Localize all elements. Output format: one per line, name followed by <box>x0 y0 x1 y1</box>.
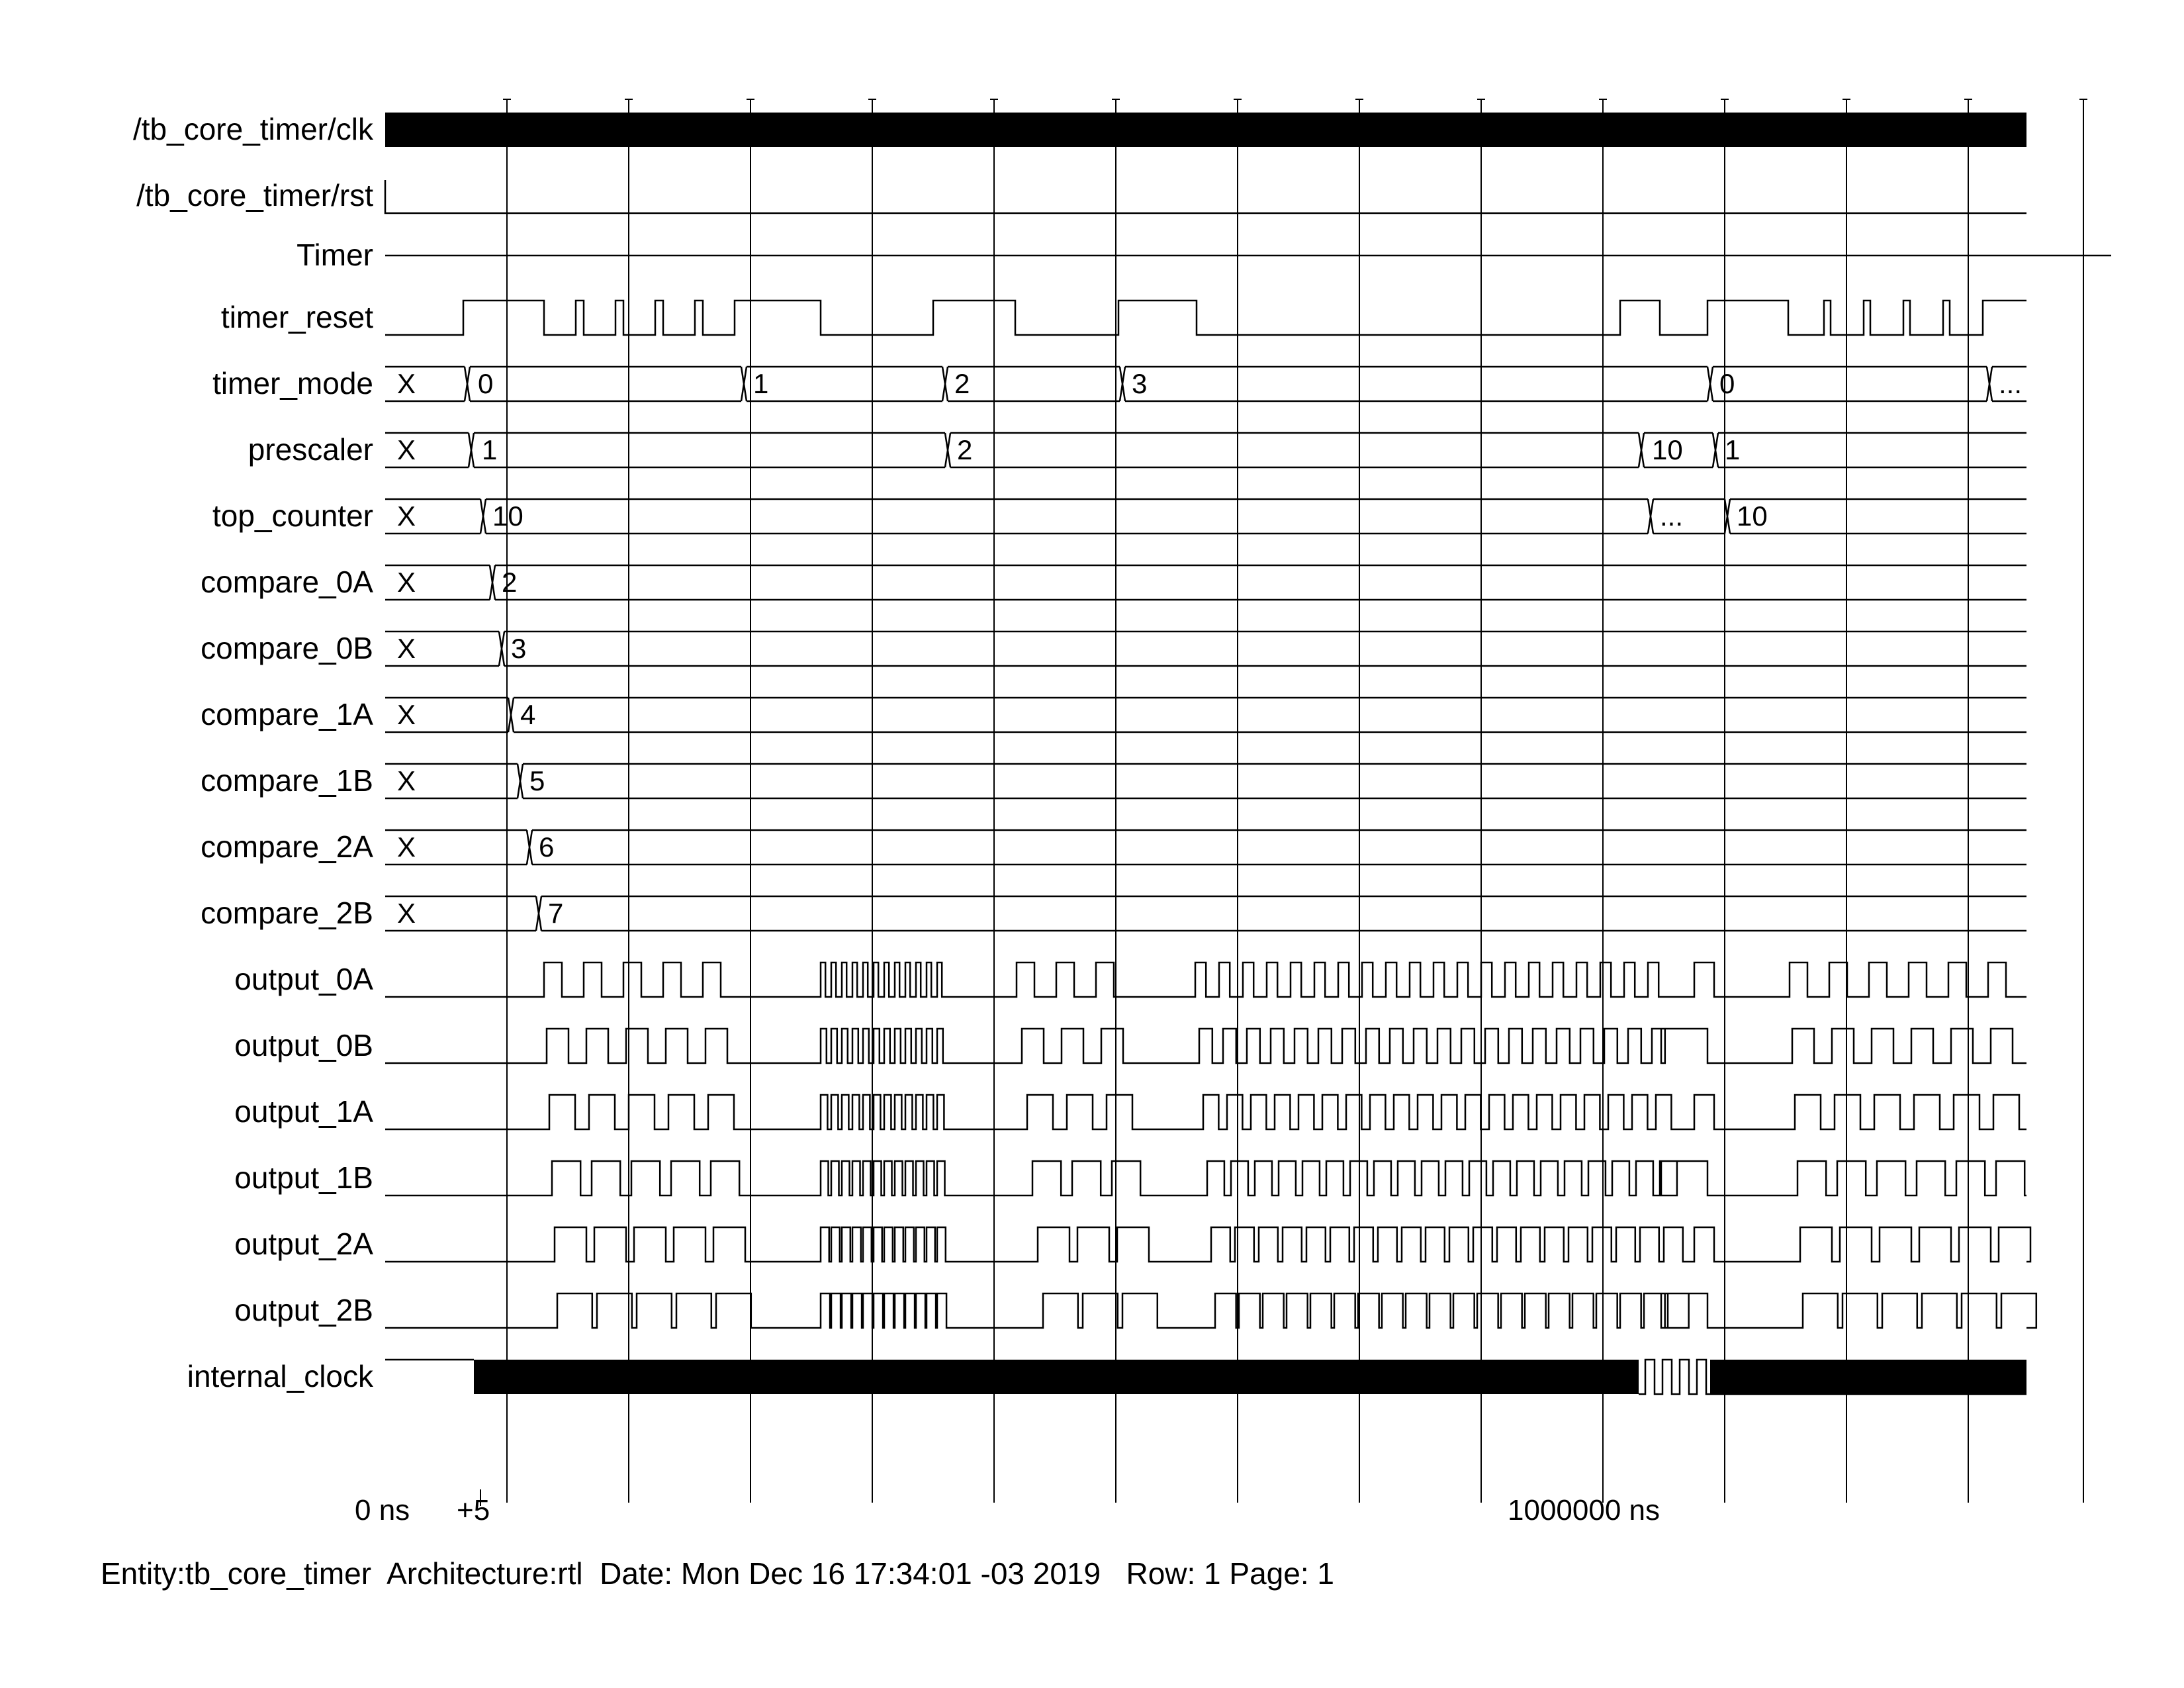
top-counter-bus-edge-1 <box>479 498 487 534</box>
output-waveform-2 <box>385 1094 2026 1131</box>
signal-label-compare-2A: compare_2A <box>201 829 373 864</box>
output-waveform-3 <box>385 1160 2026 1197</box>
output-waveform-1 <box>385 1027 2026 1064</box>
prescaler-bus-edge-4 <box>1711 432 1719 468</box>
signal-label-compare-1A: compare_1A <box>201 697 373 731</box>
signal-label-output-0B: output_0B <box>234 1028 373 1062</box>
signal-label-output-1A: output_1A <box>234 1094 373 1129</box>
timer-mode-bus-edge-6 <box>1985 366 1993 402</box>
signal-label-Timer: Timer <box>296 238 373 272</box>
timer-mode-bus-value-5: 0 <box>1719 368 1735 399</box>
prescaler-bus-edge-1 <box>467 432 475 468</box>
compare-2b-bus-value-1: 7 <box>548 898 563 929</box>
compare-0a-bus-value-1: 2 <box>502 567 517 598</box>
internal-clock-bar-1 <box>474 1360 1639 1394</box>
prescaler-bus-value-1: 1 <box>482 434 497 465</box>
compare-1b-bus-value-0: X <box>397 765 416 796</box>
signal-label-compare-0A: compare_0A <box>201 565 373 599</box>
timer-mode-bus-value-6: ... <box>1999 368 2022 399</box>
footer-info: Entity:tb_core_timer Architecture:rtl Da… <box>101 1556 1334 1591</box>
signal-label-output-1B: output_1B <box>234 1160 373 1195</box>
signal-label-tb-core-timer-clk: /tb_core_timer/clk <box>133 112 374 146</box>
output-waveform-5 <box>385 1292 2038 1329</box>
top-counter-bus-edge-2 <box>1647 498 1655 534</box>
signal-label-prescaler: prescaler <box>248 432 373 467</box>
signal-label-internal-clock: internal_clock <box>187 1359 374 1393</box>
signal-label-output-2B: output_2B <box>234 1293 373 1327</box>
timer-mode-bus-value-2: 1 <box>753 368 768 399</box>
time-mid-label: 1000000 ns <box>1508 1494 1660 1526</box>
timer-mode-bus-value-3: 2 <box>954 368 970 399</box>
compare-0b-bus-value-1: 3 <box>511 633 526 664</box>
signal-waveforms: X 0 1 2 3 0 ... X 1 2 10 1 X 10... 10 X 2 X 3 X 4 X 5 X 6 X 7 <box>384 113 2111 1395</box>
compare-0b-bus-value-0: X <box>397 633 416 664</box>
top-counter-bus-edge-3 <box>1723 498 1731 534</box>
signal-labels: /tb_core_timer/clk/tb_core_timer/rst Time… <box>133 112 374 1393</box>
signal-label-timer-mode: timer_mode <box>212 366 373 400</box>
timer-mode-bus-value-1: 0 <box>478 368 493 399</box>
timer-mode-bus-edge-5 <box>1706 366 1714 402</box>
cursor-offset-label: +5 <box>457 1494 490 1526</box>
timer-mode-bus-edge-2 <box>740 366 748 402</box>
top-counter-bus-value-2: ... <box>1660 500 1683 532</box>
timer-mode-bus-edge-3 <box>941 366 949 402</box>
compare-2b-bus-edge-1 <box>535 896 543 931</box>
compare-2a-bus-edge-1 <box>525 829 533 865</box>
time-grid <box>480 99 2087 1506</box>
internal-clock-slow <box>1639 1358 2026 1395</box>
compare-2a-bus-value-0: X <box>397 831 416 863</box>
prescaler-bus-value-0: X <box>397 434 416 465</box>
signal-label-output-0A: output_0A <box>234 962 373 996</box>
compare-0b-bus-edge-1 <box>498 631 506 667</box>
time-axis: 0 ns +5 1000000 ns <box>355 1494 1660 1526</box>
compare-1a-bus-value-1: 4 <box>520 699 535 730</box>
prescaler-bus-value-4: 1 <box>1725 434 1740 465</box>
timer-mode-bus-edge-1 <box>463 366 471 402</box>
signal-label-top-counter: top_counter <box>212 498 373 533</box>
signal-label-compare-2B: compare_2B <box>201 896 373 930</box>
timer-mode-bus-value-4: 3 <box>1132 368 1147 399</box>
top-counter-bus-value-3: 10 <box>1737 500 1768 532</box>
compare-1b-bus-value-1: 5 <box>529 765 545 796</box>
timer-mode-bus-edge-4 <box>1118 366 1126 402</box>
prescaler-bus-value-3: 10 <box>1652 434 1683 465</box>
compare-2a-bus-value-1: 6 <box>539 831 554 863</box>
prescaler-bus-edge-2 <box>944 432 952 468</box>
signal-label-output-2A: output_2A <box>234 1227 373 1261</box>
timer-mode-bus-value-0: X <box>397 368 416 399</box>
compare-1a-bus-edge-1 <box>507 697 515 733</box>
output-waveform-4 <box>385 1226 2032 1263</box>
signal-label-tb-core-timer-rst: /tb_core_timer/rst <box>136 178 373 212</box>
clk-waveform <box>385 113 2026 147</box>
compare-2b-bus-value-0: X <box>397 898 416 929</box>
top-counter-bus-value-0: X <box>397 500 416 532</box>
top-counter-bus-value-1: 10 <box>492 500 523 532</box>
output-waveform-0 <box>385 961 2026 998</box>
signal-label-timer-reset: timer_reset <box>221 300 373 334</box>
signal-label-compare-0B: compare_0B <box>201 631 373 665</box>
prescaler-bus-value-2: 2 <box>957 434 972 465</box>
time-start-label: 0 ns <box>355 1494 410 1526</box>
compare-1a-bus-value-0: X <box>397 699 416 730</box>
compare-0a-bus-edge-1 <box>488 565 496 600</box>
prescaler-bus-edge-3 <box>1637 432 1645 468</box>
internal-clock-bar-2 <box>1710 1360 2026 1394</box>
compare-1b-bus-edge-1 <box>516 763 524 799</box>
rst-waveform <box>384 180 2026 214</box>
timer-reset-waveform <box>385 299 2026 336</box>
compare-0a-bus-value-0: X <box>397 567 416 598</box>
signal-label-compare-1B: compare_1B <box>201 763 373 798</box>
